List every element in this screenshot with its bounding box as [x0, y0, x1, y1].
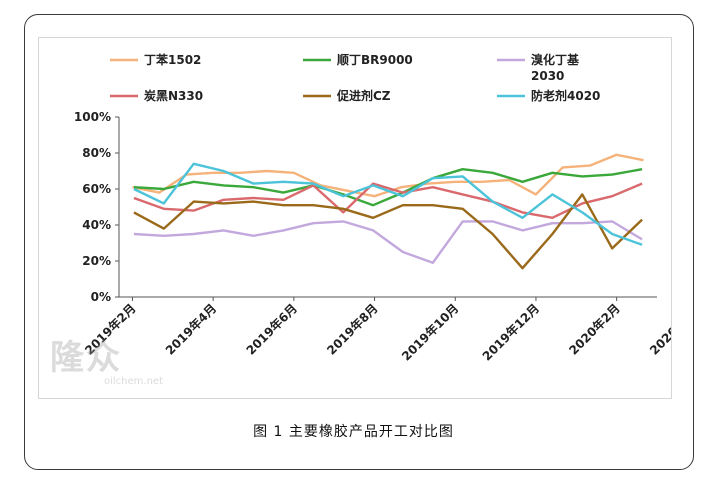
- legend-label-3-wrap: 2030: [531, 69, 564, 83]
- x-tick-label: 2019年10月: [398, 301, 461, 364]
- series-line-4: [133, 182, 643, 220]
- series-line-6: [133, 162, 643, 246]
- series-line-2: [133, 167, 643, 207]
- legend-label-5: 促进剂CZ: [336, 88, 391, 103]
- y-tick-label: 80%: [82, 146, 111, 160]
- y-tick-label: 0%: [91, 290, 111, 304]
- series-line-5: [133, 193, 643, 270]
- x-tick-label: 2020年2月: [566, 301, 623, 358]
- y-tick-label: 40%: [82, 218, 111, 232]
- x-tick-label: 2019年4月: [162, 301, 219, 358]
- x-tick-label: 2019年12月: [479, 301, 542, 364]
- legend-label-4: 炭黑N330: [144, 88, 203, 103]
- series-line-3: [133, 220, 643, 265]
- line-chart: 0%20%40%60%80%100%2019年2月 2019年4月 2019年6月 2…: [74, 52, 671, 364]
- watermark-url: oilchem.net: [104, 376, 163, 387]
- watermark-logo: 隆众 oilchem.net: [50, 330, 163, 387]
- legend-label-1: 丁苯1502: [144, 52, 201, 67]
- chart-area: 0% 20% 40% 60% 80% 100% 2019年2月 2019年4月 2019年6月 2…: [38, 37, 672, 399]
- y-tick-label: 20%: [82, 254, 111, 268]
- y-tick-label: 60%: [82, 182, 111, 196]
- y-tick-label: 100%: [74, 110, 111, 124]
- legend-label-2: 顺丁BR9000: [337, 52, 413, 67]
- watermark-name: 隆众: [50, 338, 122, 378]
- x-tick-label: 2019年8月: [324, 301, 381, 358]
- legend-label-6: 防老剂4020: [531, 88, 600, 103]
- figure-caption: 图 1 主要橡胶产品开工对比图: [253, 424, 454, 440]
- x-tick-label: 2020年4月: [646, 301, 671, 358]
- legend-label-3: 溴化丁基: [531, 52, 580, 67]
- x-tick-label: 2019年6月: [243, 301, 300, 358]
